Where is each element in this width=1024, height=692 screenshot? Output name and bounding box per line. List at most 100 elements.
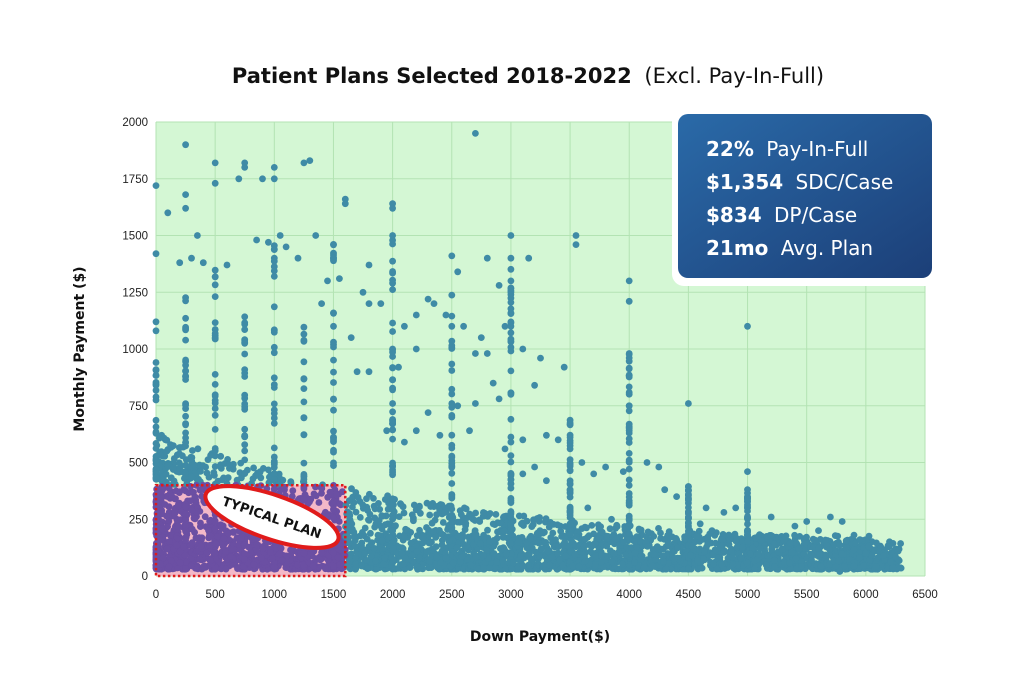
data-point bbox=[182, 141, 190, 149]
data-point bbox=[803, 518, 811, 525]
data-point bbox=[696, 537, 703, 545]
data-point bbox=[419, 533, 427, 541]
data-point bbox=[240, 563, 247, 570]
data-point bbox=[270, 273, 278, 280]
data-point bbox=[287, 478, 295, 486]
data-point bbox=[270, 374, 278, 382]
data-point bbox=[526, 549, 533, 557]
data-point bbox=[490, 550, 498, 557]
y-tick-label: 0 bbox=[142, 571, 148, 583]
data-point bbox=[318, 489, 325, 497]
data-point bbox=[566, 437, 574, 444]
data-point bbox=[270, 245, 278, 253]
stat-label: SDC/Case bbox=[796, 170, 894, 194]
stat-sdc-case: $1,354 SDC/Case bbox=[706, 170, 893, 194]
data-point bbox=[330, 406, 337, 414]
data-point bbox=[548, 553, 556, 561]
data-point bbox=[330, 338, 337, 346]
data-point bbox=[389, 384, 396, 392]
data-point bbox=[606, 525, 614, 533]
data-point bbox=[650, 550, 658, 558]
data-point bbox=[486, 564, 494, 572]
data-point bbox=[762, 561, 770, 569]
data-point bbox=[562, 552, 570, 560]
data-point bbox=[507, 254, 515, 262]
data-point bbox=[533, 530, 541, 538]
data-point bbox=[625, 530, 633, 538]
data-point bbox=[241, 164, 249, 171]
data-point bbox=[182, 487, 190, 495]
data-point bbox=[410, 501, 418, 509]
data-point bbox=[625, 383, 633, 391]
chart-title: Patient Plans Selected 2018-2022 (Excl. … bbox=[232, 64, 824, 88]
data-point bbox=[695, 527, 703, 535]
data-point bbox=[164, 462, 172, 470]
data-point bbox=[389, 408, 396, 416]
data-point bbox=[182, 336, 190, 344]
data-point bbox=[152, 416, 160, 424]
x-axis-label: Down Payment($) bbox=[470, 629, 610, 645]
data-point bbox=[483, 254, 491, 262]
data-point bbox=[307, 550, 314, 557]
data-point bbox=[152, 562, 160, 569]
data-point bbox=[442, 554, 450, 562]
data-point bbox=[214, 533, 221, 540]
x-axis-ticks: 0 500 1000 1500 2000 2500 3000 3500 4000 4500 5000… bbox=[153, 589, 938, 601]
data-point bbox=[156, 536, 164, 543]
data-point bbox=[448, 367, 456, 374]
data-point bbox=[581, 535, 588, 543]
data-point bbox=[625, 522, 633, 530]
data-point bbox=[705, 539, 713, 547]
data-point bbox=[808, 551, 815, 559]
data-point bbox=[831, 532, 839, 539]
data-point bbox=[500, 514, 507, 521]
data-point bbox=[445, 538, 453, 545]
data-point bbox=[211, 392, 219, 400]
data-point bbox=[306, 157, 314, 165]
data-point bbox=[720, 509, 728, 516]
data-point bbox=[507, 305, 515, 313]
data-point bbox=[182, 510, 190, 517]
data-point bbox=[389, 328, 396, 335]
data-point bbox=[424, 409, 432, 416]
data-point bbox=[160, 554, 167, 562]
data-point bbox=[152, 359, 160, 366]
data-point bbox=[380, 560, 388, 568]
data-point bbox=[172, 487, 180, 495]
data-point bbox=[330, 309, 337, 317]
data-point bbox=[788, 548, 796, 556]
data-point bbox=[182, 401, 190, 409]
data-point bbox=[300, 330, 308, 338]
data-point bbox=[815, 544, 822, 552]
data-point bbox=[275, 550, 283, 558]
data-point bbox=[632, 543, 640, 551]
data-point bbox=[152, 498, 160, 506]
data-point bbox=[552, 536, 559, 543]
data-point bbox=[566, 486, 574, 494]
data-point bbox=[780, 536, 788, 544]
data-point bbox=[507, 329, 515, 337]
data-point bbox=[241, 456, 249, 464]
data-point bbox=[211, 330, 219, 337]
data-point bbox=[367, 553, 375, 560]
data-point bbox=[259, 545, 267, 552]
data-point bbox=[389, 236, 396, 244]
x-tick-label: 4000 bbox=[616, 589, 642, 601]
data-point bbox=[309, 562, 317, 570]
data-point bbox=[241, 555, 248, 563]
data-point bbox=[341, 200, 349, 208]
data-point bbox=[241, 391, 249, 399]
data-point bbox=[625, 476, 633, 484]
data-point bbox=[378, 537, 386, 545]
data-point bbox=[467, 561, 475, 569]
data-point bbox=[270, 349, 278, 357]
data-point bbox=[182, 191, 190, 199]
data-point bbox=[245, 543, 253, 551]
data-point bbox=[176, 444, 183, 452]
data-point bbox=[841, 562, 848, 570]
data-point bbox=[199, 462, 207, 469]
data-point bbox=[316, 556, 324, 564]
data-point bbox=[448, 512, 456, 519]
data-point bbox=[241, 447, 249, 455]
data-point bbox=[348, 485, 355, 493]
